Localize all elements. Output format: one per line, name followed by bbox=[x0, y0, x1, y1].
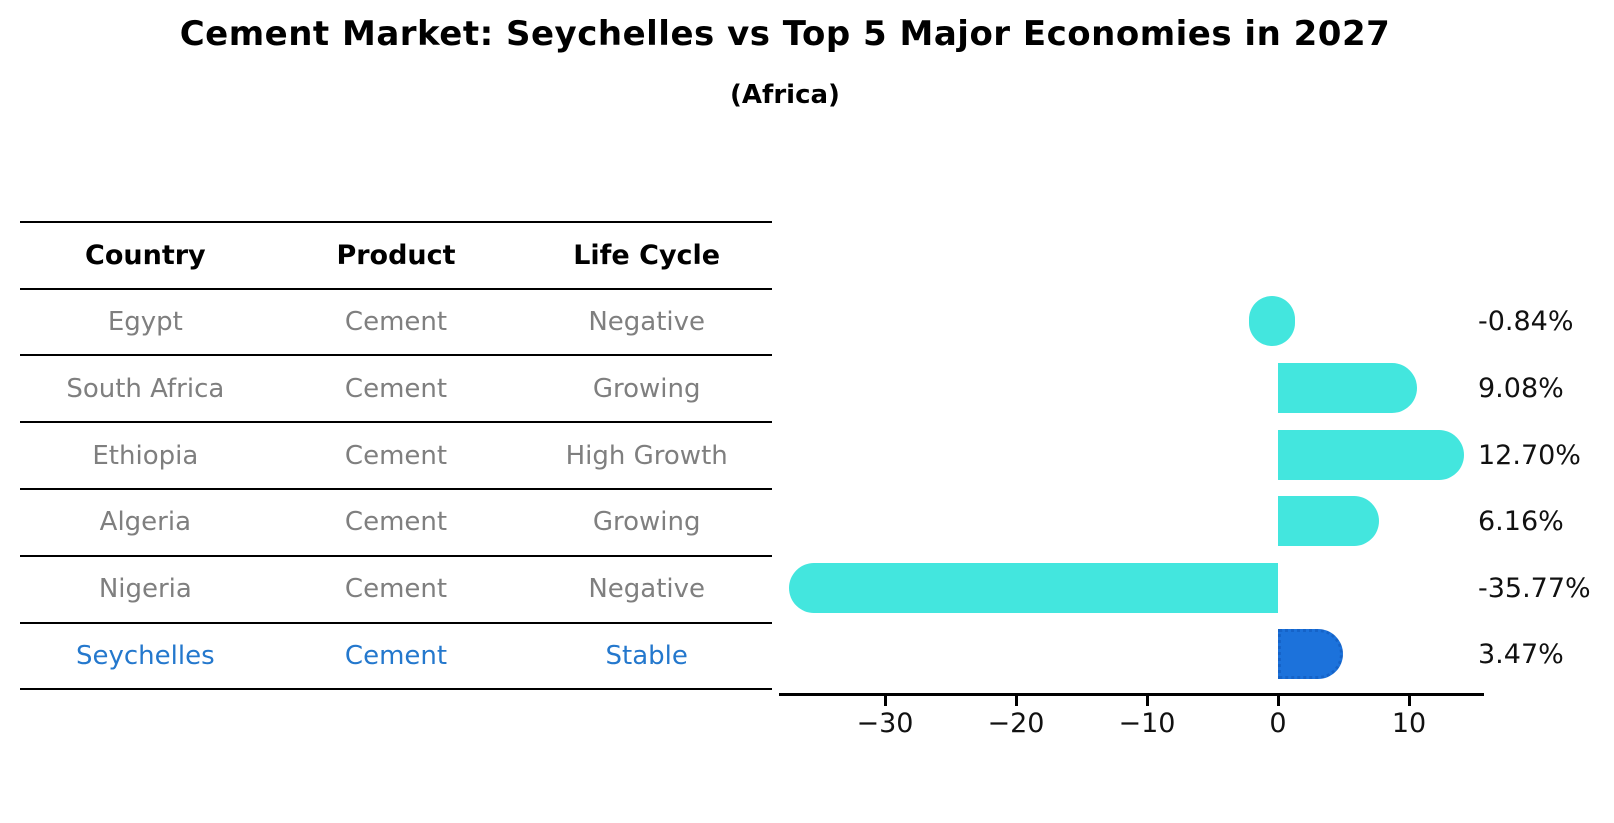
x-axis-tick bbox=[1145, 696, 1149, 706]
column-header-lifecycle: Life Cycle bbox=[573, 239, 721, 271]
x-axis-tick-label: −30 bbox=[856, 708, 914, 739]
table-body: Egypt Cement Negative South Africa Cement Gro… bbox=[20, 290, 772, 691]
cell-country: Ethiopia bbox=[92, 440, 199, 471]
cell-country: Nigeria bbox=[98, 574, 192, 605]
bar-value-label: 3.47% bbox=[1478, 639, 1564, 671]
page-title: Cement Market: Seychelles vs Top 5 Major… bbox=[179, 14, 1391, 54]
cell-product: Cement bbox=[344, 306, 448, 337]
cell-life-cycle: Negative bbox=[588, 306, 706, 337]
table-row: Nigeria Cement Negative bbox=[20, 557, 772, 624]
x-axis-tick-label: 0 bbox=[1269, 708, 1287, 739]
cell-product: Cement bbox=[344, 640, 448, 671]
page-subtitle: (Africa) bbox=[730, 80, 840, 110]
table-header-row: Country Product Life Cycle bbox=[20, 223, 772, 290]
bar-ethiopia bbox=[1278, 429, 1465, 480]
x-axis-tick bbox=[1014, 696, 1018, 706]
bar-value-label: -0.84% bbox=[1478, 306, 1574, 338]
x-axis-tick bbox=[883, 696, 887, 706]
x-axis-tick-label: −10 bbox=[1118, 708, 1176, 739]
column-header-country: Country bbox=[85, 239, 206, 271]
bar-seychelles bbox=[1278, 629, 1344, 680]
x-axis-tick-label: −20 bbox=[987, 708, 1045, 739]
cell-country: South Africa bbox=[66, 373, 225, 404]
country-table: Country Product Life Cycle Egypt Cement Ne… bbox=[20, 221, 772, 691]
table-row: Egypt Cement Negative bbox=[20, 290, 772, 357]
x-axis-tick-label: 10 bbox=[1391, 708, 1427, 739]
cell-life-cycle: Growing bbox=[592, 373, 701, 404]
table-row: South Africa Cement Growing bbox=[20, 356, 772, 424]
x-axis-tick bbox=[1407, 696, 1411, 706]
table-row: Seychelles Cement Stable bbox=[20, 624, 772, 691]
cell-country: Algeria bbox=[99, 507, 192, 538]
x-axis-tick bbox=[1276, 696, 1280, 706]
bar-value-label: 9.08% bbox=[1478, 372, 1564, 404]
cell-life-cycle: Negative bbox=[588, 574, 706, 605]
bar-algeria bbox=[1278, 496, 1379, 547]
x-axis bbox=[779, 693, 1484, 696]
cell-life-cycle: Growing bbox=[592, 507, 701, 538]
cell-life-cycle: Stable bbox=[605, 640, 688, 671]
bar-nigeria bbox=[789, 562, 1278, 613]
cell-product: Cement bbox=[344, 440, 448, 471]
bar-south-africa bbox=[1278, 362, 1417, 413]
bar-value-label: 12.70% bbox=[1478, 439, 1581, 471]
table-row: Algeria Cement Growing bbox=[20, 490, 772, 557]
cell-product: Cement bbox=[344, 574, 448, 605]
cell-product: Cement bbox=[344, 507, 448, 538]
column-header-product: Product bbox=[336, 239, 456, 271]
bar-value-label: 6.16% bbox=[1478, 506, 1564, 538]
table-row: Ethiopia Cement High Growth bbox=[20, 423, 772, 490]
bar-egypt bbox=[1249, 296, 1296, 347]
cell-country: Seychelles bbox=[76, 640, 215, 671]
cell-life-cycle: High Growth bbox=[565, 440, 728, 471]
cell-country: Egypt bbox=[107, 306, 183, 337]
cell-product: Cement bbox=[344, 373, 448, 404]
bar-value-label: -35.77% bbox=[1478, 572, 1591, 604]
